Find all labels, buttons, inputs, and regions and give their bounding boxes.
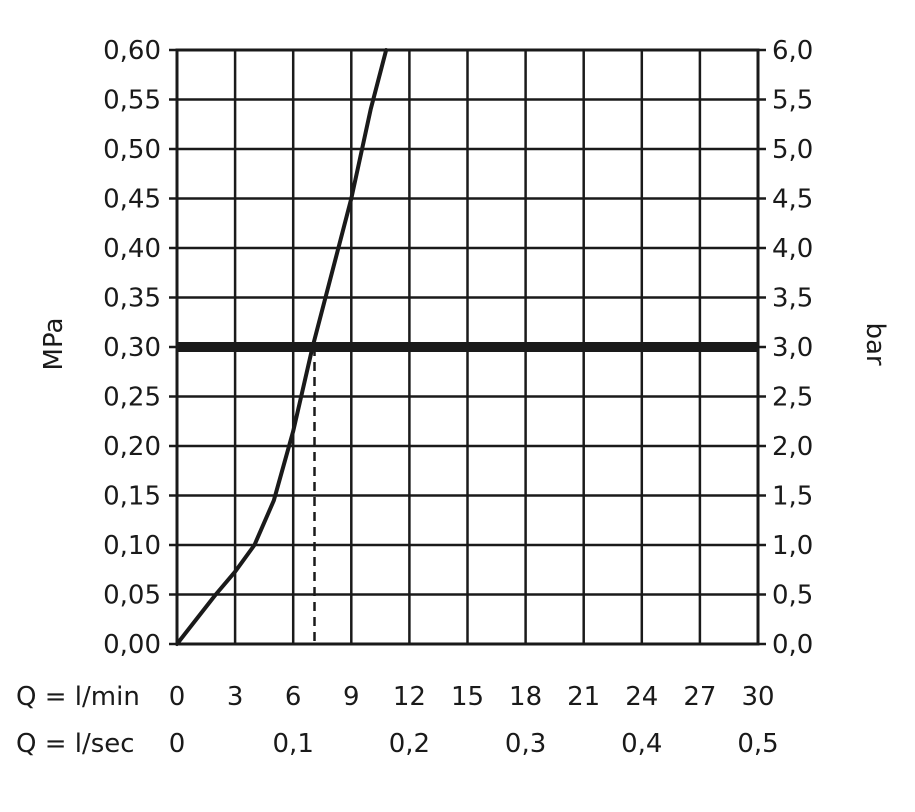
x-tick-label-lmin: 21	[567, 682, 600, 712]
y-tick-label-mpa: 0,55	[103, 86, 161, 116]
x-axis-lmin-label: Q = l/min	[16, 682, 140, 712]
y-tick-label-bar: 4,0	[772, 234, 813, 264]
x-tick-label-lmin: 27	[683, 682, 716, 712]
y-tick-label-bar: 2,5	[772, 383, 813, 413]
reference-line-layer	[177, 342, 758, 644]
x-tick-label-lmin: 12	[393, 682, 426, 712]
y-tick-label-bar: 6,0	[772, 36, 813, 66]
series-layer	[175, 48, 389, 646]
x-tick-label-lmin: 6	[285, 682, 302, 712]
y-ticks-left: 0,00 0,05 0,10 0,15 0,20 0,25 0,30 0,35 0,40 0,45…	[103, 36, 161, 660]
y-tick-label-mpa: 0,60	[103, 36, 161, 66]
x-tick-label-lmin: 24	[625, 682, 658, 712]
y-tick-label-bar: 3,0	[772, 333, 813, 363]
y-tick-label-mpa: 0,50	[103, 135, 161, 165]
y-axis-right-title: bar	[860, 322, 890, 365]
x-tick-label-lsec: 0,1	[273, 729, 314, 759]
y-ticks-right: 0,0 0,5 1,0 1,5 2,0 2,5 3,0 3,5 4,0 4,5 5,0 5,5 6,0	[772, 36, 813, 660]
y-tick-label-mpa: 0,45	[103, 185, 161, 215]
y-tick-label-bar: 4,5	[772, 185, 813, 215]
y-tick-label-mpa: 0,05	[103, 581, 161, 611]
y-tick-label-bar: 2,0	[772, 432, 813, 462]
x-tick-label-lmin: 9	[343, 682, 360, 712]
y-tick-label-mpa: 0,10	[103, 531, 161, 561]
y-tick-label-bar: 1,5	[772, 482, 813, 512]
x-tick-label-lsec: 0,4	[621, 729, 662, 759]
x-tick-label-lmin: 15	[451, 682, 484, 712]
y-axis-left-title: MPa	[39, 318, 69, 371]
y-tick-label-mpa: 0,15	[103, 482, 161, 512]
series-line	[175, 48, 389, 646]
y-tick-label-mpa: 0,40	[103, 234, 161, 264]
y-tick-label-mpa: 0,30	[103, 333, 161, 363]
x-tick-label-lmin: 30	[741, 682, 774, 712]
y-tick-label-bar: 1,0	[772, 531, 813, 561]
x-tick-label-lmin: 0	[169, 682, 186, 712]
x-tick-label-lmin: 3	[227, 682, 244, 712]
x-ticks: 0 3 6 9 12 15 18 21 24 27 30 0 0,1 0,2 0,3 0,4 0,5	[169, 682, 779, 759]
y-tick-label-bar: 3,5	[772, 284, 813, 314]
y-tick-label-bar: 5,5	[772, 86, 813, 116]
x-tick-label-lsec: 0	[169, 729, 186, 759]
x-tick-label-lmin: 18	[509, 682, 542, 712]
y-tick-label-bar: 0,0	[772, 630, 813, 660]
y-tick-label-bar: 0,5	[772, 581, 813, 611]
y-tick-label-mpa: 0,25	[103, 383, 161, 413]
y-tick-label-mpa: 0,00	[103, 630, 161, 660]
x-axis-lsec-label: Q = l/sec	[16, 729, 135, 759]
x-tick-label-lsec: 0,3	[505, 729, 546, 759]
y-tick-label-bar: 5,0	[772, 135, 813, 165]
x-tick-label-lsec: 0,2	[389, 729, 430, 759]
y-tick-label-mpa: 0,35	[103, 284, 161, 314]
y-tick-label-mpa: 0,20	[103, 432, 161, 462]
x-tick-label-lsec: 0,5	[737, 729, 778, 759]
